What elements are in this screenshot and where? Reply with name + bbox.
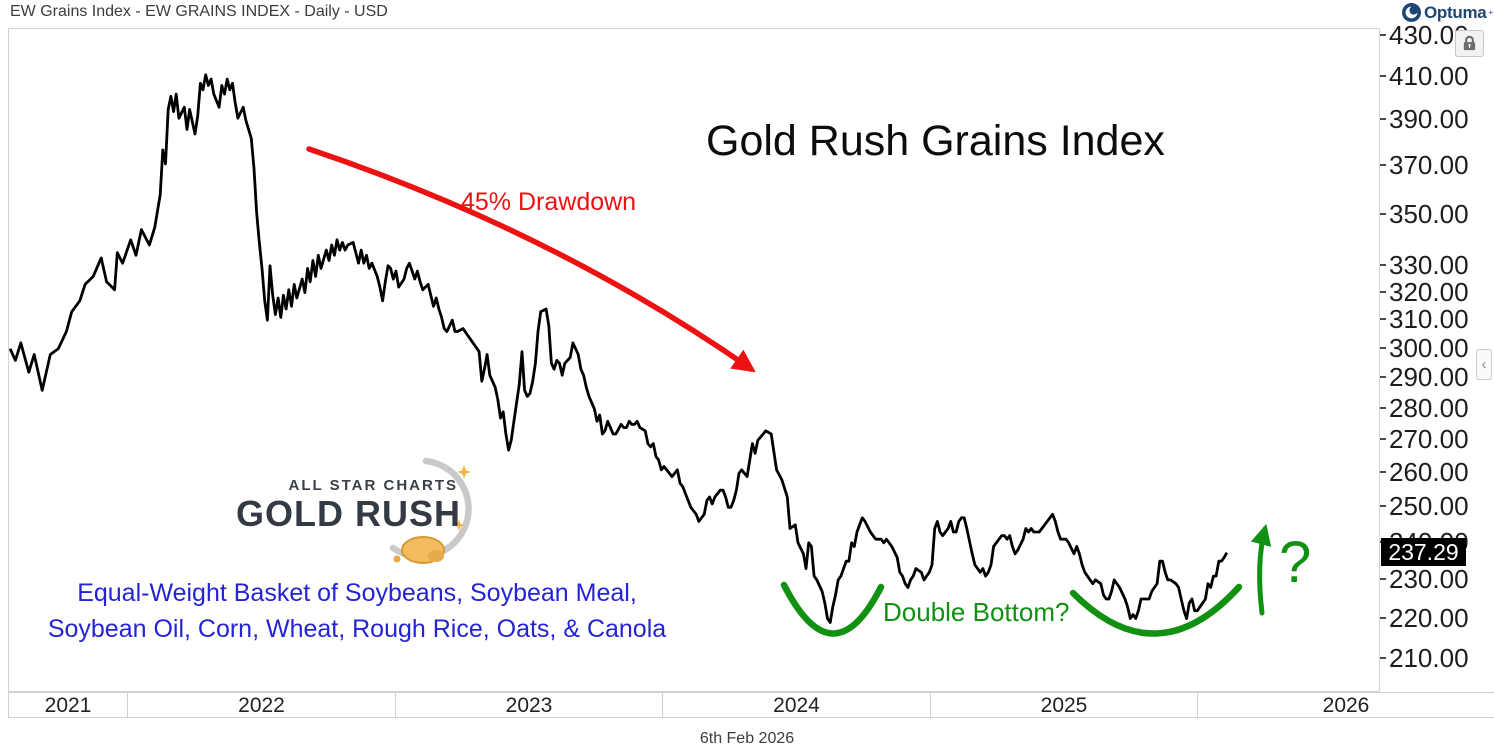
y-tick-label: 280.00 bbox=[1389, 392, 1469, 423]
y-tick-mark bbox=[1380, 318, 1386, 321]
optuma-wordmark: Optuma bbox=[1424, 2, 1487, 22]
window-title: EW Grains Index - EW GRAINS INDEX - Dail… bbox=[10, 3, 388, 20]
chevron-left-icon: ‹ bbox=[1481, 356, 1487, 373]
y-tick-mark bbox=[1380, 376, 1386, 379]
y-tick-label: 350.00 bbox=[1389, 198, 1469, 229]
y-tick-label: 300.00 bbox=[1389, 332, 1469, 363]
double-bottom-label: Double Bottom? bbox=[883, 597, 1070, 627]
chart-main-title: Gold Rush Grains Index bbox=[706, 117, 1165, 165]
breakout-question-mark: ? bbox=[1279, 530, 1312, 595]
y-axis[interactable]: 237.29 ‹ 430.00 410.00 390.00 370.00 350.00 3… bbox=[1380, 21, 1494, 692]
y-tick-label: 320.00 bbox=[1389, 276, 1469, 307]
y-tick-mark bbox=[1380, 263, 1386, 266]
double-bottom-arc-right[interactable] bbox=[1069, 583, 1243, 637]
footer-date: 6th Feb 2026 bbox=[699, 730, 795, 747]
basket-caption: Equal-Weight Basket of Soybeans, Soybean… bbox=[27, 575, 687, 647]
year-cell-2024: 2024 bbox=[663, 693, 931, 718]
y-tick-label: 330.00 bbox=[1389, 249, 1469, 280]
asc-gold-rush-logo: ALL STAR CHARTS GOLD RUSH bbox=[221, 457, 489, 571]
year-cell-2022: 2022 bbox=[128, 693, 396, 718]
year-cell-2025: 2025 bbox=[931, 693, 1198, 718]
price-badge: 237.29 bbox=[1381, 537, 1466, 566]
y-tick-mark bbox=[1380, 577, 1386, 580]
y-tick-mark bbox=[1380, 290, 1386, 293]
basket-caption-line1: Equal-Weight Basket of Soybeans, Soybean… bbox=[77, 579, 637, 607]
y-tick-label: 410.00 bbox=[1389, 60, 1469, 91]
y-tick-mark bbox=[1380, 505, 1386, 508]
y-tick-label: 270.00 bbox=[1389, 424, 1469, 455]
y-tick-label: 370.00 bbox=[1389, 150, 1469, 181]
y-tick-mark bbox=[1380, 657, 1386, 660]
optuma-icon bbox=[1401, 2, 1422, 23]
drawdown-label: 45% Drawdown bbox=[461, 188, 637, 216]
asc-logo-topline: ALL STAR CHARTS bbox=[288, 477, 458, 494]
y-tick-mark bbox=[1380, 164, 1386, 167]
optuma-trademark: + bbox=[1488, 8, 1494, 17]
chart-canvas bbox=[9, 73, 1272, 637]
y-tick-label: 250.00 bbox=[1389, 491, 1469, 522]
year-cell-2026: 2026 bbox=[1322, 694, 1370, 717]
y-tick-label: 220.00 bbox=[1389, 602, 1469, 633]
y-tick-label: 210.00 bbox=[1389, 643, 1469, 674]
x-axis: 2021 2022 2023 2024 2025 2026 bbox=[8, 692, 1494, 718]
y-tick-mark bbox=[1380, 438, 1386, 441]
drawdown-arrow[interactable] bbox=[306, 146, 756, 373]
price-line bbox=[9, 73, 1229, 624]
lock-icon bbox=[1461, 35, 1478, 52]
y-tick-label: 260.00 bbox=[1389, 457, 1469, 488]
y-tick-mark bbox=[1380, 33, 1386, 36]
y-tick-mark bbox=[1380, 616, 1386, 619]
basket-caption-line2: Soybean Oil, Corn, Wheat, Rough Rice, Oa… bbox=[47, 615, 667, 643]
year-cell-2021: 2021 bbox=[9, 693, 128, 718]
y-tick-label: 290.00 bbox=[1389, 362, 1469, 393]
lock-button[interactable] bbox=[1455, 30, 1484, 57]
sparkle-icon bbox=[453, 465, 471, 531]
gold-nugget-icon bbox=[393, 536, 445, 564]
y-tick-mark bbox=[1380, 471, 1386, 474]
y-tick-mark bbox=[1380, 118, 1386, 121]
double-bottom-arc-left[interactable] bbox=[780, 581, 885, 637]
y-tick-label: 390.00 bbox=[1389, 104, 1469, 135]
y-tick-mark bbox=[1380, 406, 1386, 409]
y-tick-mark bbox=[1380, 212, 1386, 215]
y-tick-mark bbox=[1380, 346, 1386, 349]
chart-plot-area[interactable]: Gold Rush Grains Index 45% Drawdown Doub… bbox=[8, 28, 1380, 692]
breakout-arrow[interactable] bbox=[1250, 523, 1272, 616]
panel-collapse-button[interactable]: ‹ bbox=[1476, 349, 1492, 380]
y-tick-label: 230.00 bbox=[1389, 563, 1469, 594]
y-tick-label: 310.00 bbox=[1389, 304, 1469, 335]
optuma-logo: Optuma + bbox=[1401, 2, 1493, 23]
y-tick-mark bbox=[1380, 74, 1386, 77]
year-cell-2023: 2023 bbox=[396, 693, 663, 718]
asc-logo-wordmark: GOLD RUSH bbox=[236, 493, 461, 534]
